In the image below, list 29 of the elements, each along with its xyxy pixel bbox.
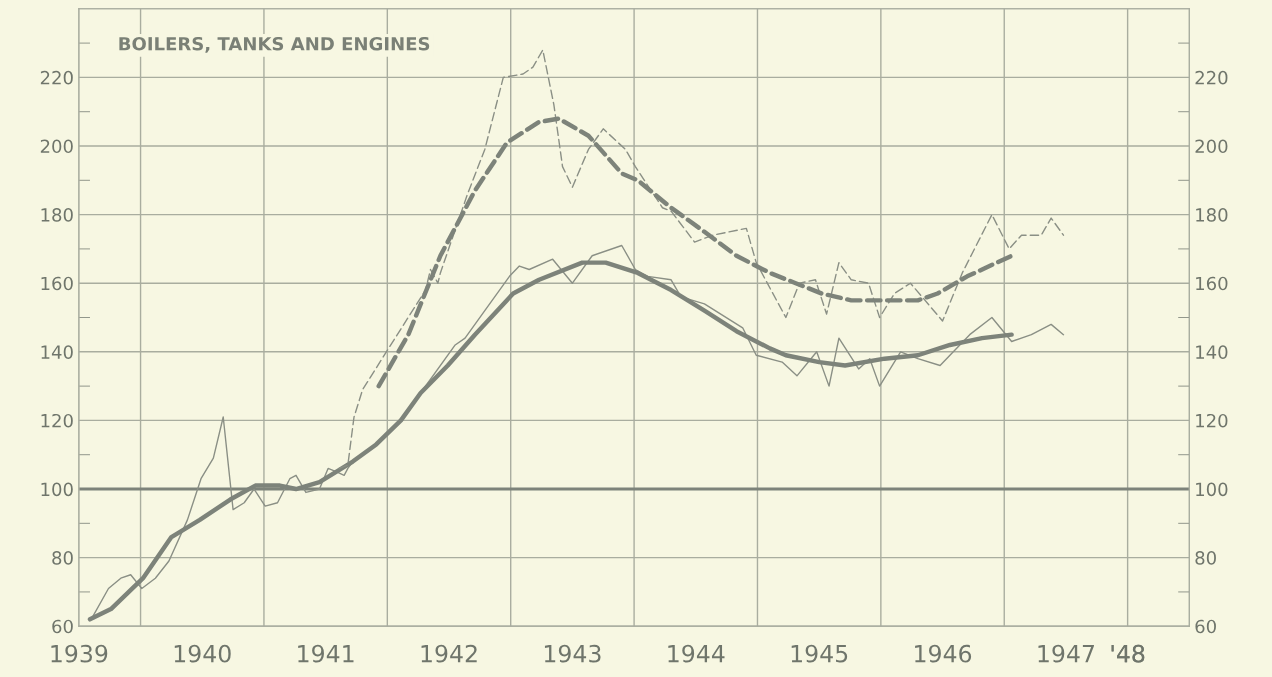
y-tick-label: 80 (52, 551, 73, 565)
x-tick-label: 1943 (544, 644, 601, 663)
x-tick-label: 1940 (174, 644, 231, 663)
x-tick-label: 1945 (791, 644, 848, 663)
y2-tick-label: 140 (1196, 345, 1228, 359)
y-tick-label: 120 (41, 413, 73, 428)
x-tick-label: 1939 (51, 644, 108, 663)
y-tick-label: 100 (41, 482, 73, 497)
x-tick-label: 1946 (915, 644, 972, 663)
y2-tick-label: 120 (1196, 413, 1228, 428)
y-tick-label: 60 (52, 619, 73, 634)
y-tick-label: 180 (41, 208, 73, 222)
y2-tick-label: 80 (1195, 551, 1216, 565)
y2-tick-label: 160 (1196, 276, 1228, 291)
y2-tick-label: 180 (1196, 208, 1228, 222)
text: BOILERS, TANKS AND ENGINES (119, 36, 430, 53)
y2-tick-label: 220 (1195, 70, 1228, 85)
y-tick-label: 200 (40, 139, 73, 154)
x-tick-label: 1941 (298, 644, 354, 663)
y2-tick-label: 60 (1195, 619, 1216, 634)
x-tick-label: '48 (1111, 644, 1145, 663)
x-tick-label: 1944 (668, 644, 725, 663)
y2-tick-label: 100 (1196, 482, 1228, 497)
x-tick-label: 1947 (1038, 644, 1094, 663)
y2-tick-label: 200 (1195, 139, 1228, 154)
y-tick-label: 160 (41, 276, 73, 291)
y-tick-label: 140 (41, 345, 73, 359)
y-tick-label: 220 (40, 70, 73, 85)
x-tick-label: 1942 (421, 644, 477, 663)
